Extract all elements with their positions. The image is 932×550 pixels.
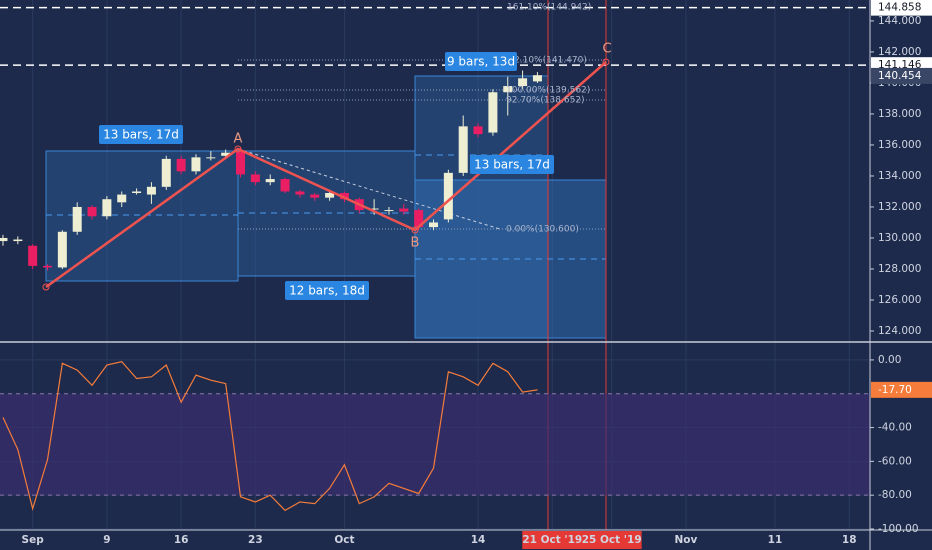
- price-label: 140.454: [878, 70, 922, 82]
- y-tick-label: 130.000: [878, 232, 921, 244]
- y-tick-label: 136.000: [878, 139, 921, 151]
- candle-body: [488, 92, 498, 133]
- candle-body: [265, 179, 275, 183]
- candle-body: [458, 126, 468, 173]
- x-tick-label: 21 Oct '19: [522, 534, 582, 546]
- y-tick-label: -60.00: [878, 455, 912, 467]
- candle-body: [339, 193, 349, 200]
- y-tick-label: 0.00: [878, 354, 901, 366]
- y-tick-label: 126.000: [878, 294, 921, 306]
- fib-label: 0.00%(130.600): [506, 225, 579, 235]
- candle-body: [310, 194, 320, 198]
- candle-body: [72, 206, 82, 232]
- y-tick-label: -100.00: [878, 523, 919, 535]
- range-label-box: [285, 281, 369, 300]
- range-label: 9 bars, 13d: [447, 55, 515, 69]
- candle-body: [117, 194, 127, 203]
- candle-body: [161, 158, 171, 187]
- price-label-box: [871, 67, 932, 84]
- candle-body: [384, 210, 394, 212]
- price-label: 144.858: [878, 2, 921, 14]
- y-tick-label: 132.000: [878, 201, 921, 213]
- x-tick-label: Oct: [334, 534, 354, 546]
- range-label: 13 bars, 17d: [474, 158, 550, 172]
- candle-body: [132, 191, 142, 194]
- indicator-value-label: -17.70: [878, 384, 912, 396]
- range-label: 12 bars, 18d: [289, 284, 365, 298]
- candle-body: [87, 206, 97, 217]
- fib-label: 92.70%(138.652): [506, 96, 585, 106]
- candle-body: [43, 265, 53, 268]
- abc-pattern: [45, 61, 607, 289]
- y-tick-label: -40.00: [878, 422, 912, 434]
- x-tick-highlight: [522, 531, 583, 549]
- price-label-box: [871, 0, 932, 16]
- candle-body: [414, 210, 424, 228]
- fib-label: 100.00%(139.562): [506, 86, 590, 96]
- pattern-point: [42, 283, 50, 291]
- fib-label: 2.10%(141.470): [514, 56, 587, 66]
- x-tick-label: Sep: [22, 534, 45, 546]
- candle-body: [221, 152, 231, 156]
- point-label: B: [411, 236, 420, 251]
- candle-body: [0, 237, 8, 242]
- candle-body: [191, 157, 201, 172]
- candle-body: [176, 158, 186, 172]
- range-label-box: [445, 52, 517, 71]
- candle-body: [325, 193, 335, 198]
- point-label: C: [602, 42, 611, 57]
- indicator-band: [0, 393, 870, 496]
- candle-body: [532, 75, 542, 82]
- y-tick-label: 142.000: [878, 46, 921, 58]
- candle-body: [280, 179, 290, 192]
- x-tick-label: 18: [842, 534, 857, 546]
- y-tick-label: -80.00: [878, 489, 912, 501]
- candle-body: [429, 222, 439, 228]
- x-tick-label: 11: [768, 534, 783, 546]
- candle-body: [57, 231, 67, 268]
- x-tick-label: Nov: [674, 534, 697, 546]
- y-tick-label: 124.000: [878, 325, 921, 337]
- candle-body: [399, 208, 409, 212]
- pattern-guide: [237, 148, 501, 230]
- range-label-box: [99, 125, 183, 144]
- fib-label: 161.10%(144.942): [507, 3, 591, 13]
- x-tick-label: 23: [248, 534, 263, 546]
- candle-body: [295, 191, 305, 195]
- indicator-line: [2, 360, 538, 512]
- x-tick-label: 9: [103, 534, 110, 546]
- candle-body: [369, 208, 379, 210]
- x-tick-label: 25 Oct '19: [582, 534, 642, 546]
- point-label: A: [234, 132, 243, 147]
- y-tick-label: 134.000: [878, 170, 921, 182]
- candle-body: [206, 157, 216, 159]
- indicator-value-box: [871, 381, 932, 398]
- y-tick-label: 128.000: [878, 263, 921, 275]
- candle-body: [250, 174, 260, 183]
- x-tick-highlight: [581, 531, 642, 549]
- candle-body: [443, 172, 453, 220]
- candle-body: [146, 186, 156, 195]
- candle-body: [102, 199, 112, 217]
- range-label: 13 bars, 17d: [103, 128, 179, 142]
- candle-body: [236, 151, 246, 175]
- pattern-point: [411, 226, 419, 234]
- candle-body: [28, 245, 38, 266]
- candle-body: [13, 239, 23, 242]
- pattern-point: [234, 145, 242, 153]
- indicator: [0, 360, 870, 512]
- candle-body: [518, 78, 528, 87]
- x-tick-label: 14: [471, 534, 486, 546]
- candle-body: [503, 86, 513, 93]
- y-tick-label: 144.000: [878, 15, 921, 27]
- y-tick-label: 138.000: [878, 108, 921, 120]
- pattern-point: [602, 58, 610, 66]
- candle-body: [473, 126, 483, 135]
- x-tick-label: 16: [174, 534, 189, 546]
- axes: 124.000 126.000 128.000 130.000 132.000 134.0…: [22, 0, 932, 549]
- range-label-box: [470, 155, 554, 174]
